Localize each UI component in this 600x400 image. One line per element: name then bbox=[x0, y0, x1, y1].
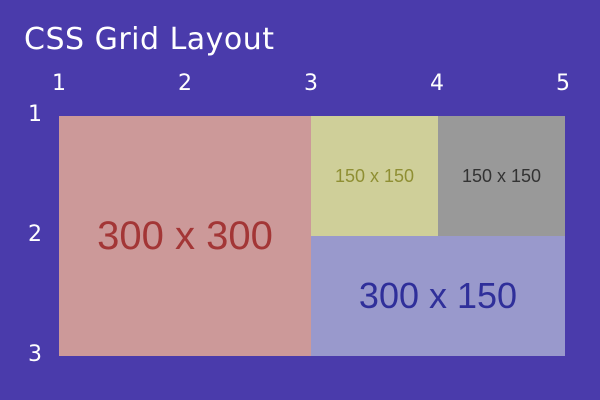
column-line-label: 1 bbox=[52, 71, 66, 96]
column-line-label: 5 bbox=[556, 71, 570, 96]
grid-item-large: 300 x 300 bbox=[59, 116, 311, 356]
column-line-label: 4 bbox=[430, 71, 444, 96]
page-title: CSS Grid Layout bbox=[24, 22, 275, 57]
grid-item-wide: 300 x 150 bbox=[311, 236, 565, 356]
column-line-label: 2 bbox=[178, 71, 192, 96]
grid-item-small-yellow: 150 x 150 bbox=[311, 116, 438, 236]
column-line-label: 3 bbox=[304, 71, 318, 96]
grid-item-small-gray: 150 x 150 bbox=[438, 116, 565, 236]
row-line-label: 3 bbox=[28, 342, 42, 367]
grid-container: 300 x 300 150 x 150 150 x 150 300 x 150 bbox=[59, 116, 565, 356]
row-line-label: 1 bbox=[28, 102, 42, 127]
row-line-label: 2 bbox=[28, 222, 42, 247]
